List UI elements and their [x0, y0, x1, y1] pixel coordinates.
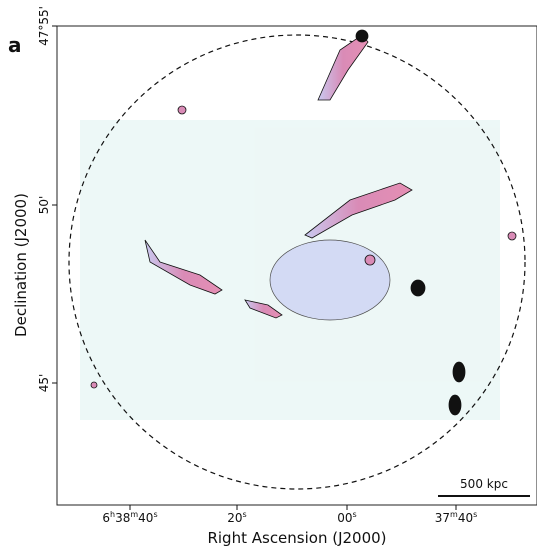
number: 40	[138, 511, 153, 525]
unit: s	[353, 510, 357, 519]
x-tick-label: 20s	[227, 510, 246, 525]
x-tick-label: 37m40s	[435, 510, 478, 525]
number: 37	[435, 511, 450, 525]
number: 40	[458, 511, 473, 525]
unit: h	[110, 510, 115, 519]
noise	[80, 120, 500, 420]
x-tick-label: 6h38m40s	[102, 510, 157, 525]
unit: s	[153, 510, 157, 519]
unit: s	[473, 510, 477, 519]
y-tick-label: 45'	[37, 374, 51, 393]
panel-label: a	[8, 33, 22, 57]
y-axis-label: Declination (J2000)	[12, 193, 30, 337]
number: 6	[102, 511, 110, 525]
number: 20	[227, 511, 242, 525]
sources	[90, 29, 517, 416]
unit: s	[243, 510, 247, 519]
number: 38	[115, 511, 130, 525]
unit: m	[450, 510, 458, 519]
number: 00	[337, 511, 352, 525]
y-tick-label: 47°55'	[37, 6, 51, 46]
unit: m	[130, 510, 138, 519]
x-axis-label: Right Ascension (J2000)	[207, 529, 386, 547]
x-tick-label: 00s	[337, 510, 356, 525]
circle	[68, 34, 526, 490]
y-tick-label: 50'	[37, 196, 51, 215]
scale-bar-label: 500 kpc	[460, 477, 508, 491]
